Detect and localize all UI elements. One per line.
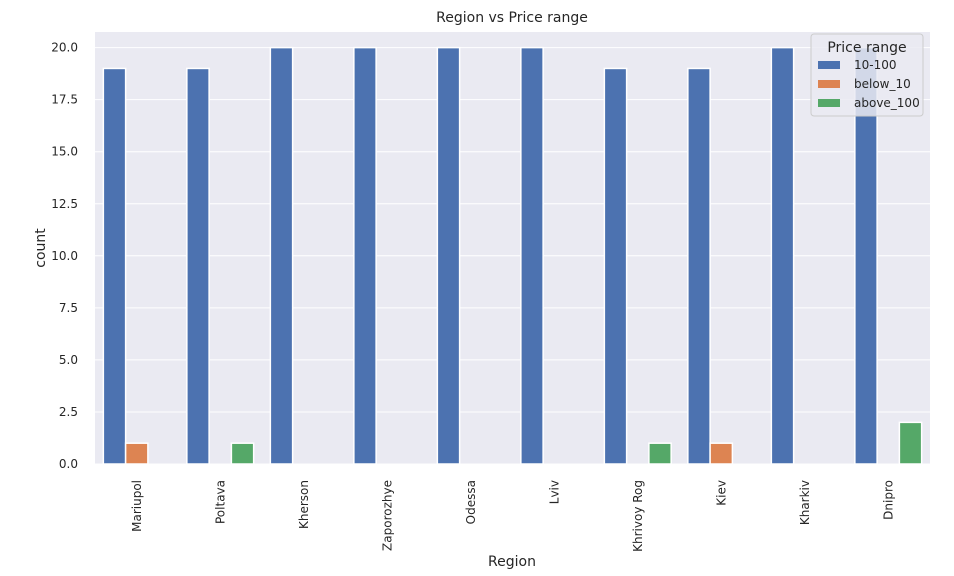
- legend-entry-label: 10-100: [854, 58, 897, 72]
- bar: [770, 46, 795, 465]
- bars: [102, 46, 923, 465]
- legend-swatch: [818, 99, 840, 107]
- y-tick-label: 5.0: [59, 353, 78, 367]
- x-tick-label: Kharkiv: [798, 480, 812, 525]
- legend-box: [810, 33, 924, 117]
- bar: [898, 421, 923, 465]
- y-tick-label: 7.5: [59, 301, 78, 315]
- y-axis-ticks: 0.0 2.5 5.0 7.5 10.0 12.5 15.0 17.5 20.0: [51, 41, 78, 471]
- x-tick-label: Kherson: [297, 480, 311, 529]
- bar: [102, 67, 127, 465]
- y-tick-label: 2.5: [59, 405, 78, 419]
- x-tick-label: Zaporozhye: [380, 480, 394, 551]
- legend: Price range 10-100 below_10 above_100: [810, 33, 924, 117]
- bar: [709, 442, 734, 465]
- x-tick-label: Odessa: [464, 480, 478, 524]
- y-tick-label: 10.0: [51, 249, 78, 263]
- bar: [269, 46, 294, 465]
- x-tick-label: Khrivoy Rog: [631, 480, 645, 552]
- y-tick-label: 0.0: [59, 457, 78, 471]
- bar: [230, 442, 255, 465]
- x-axis-ticks: Mariupol Poltava Kherson Zaporozhye Odessa Lv…: [130, 480, 896, 552]
- y-tick-label: 12.5: [51, 197, 78, 211]
- bar: [124, 442, 149, 465]
- x-tick-label: Poltava: [213, 480, 227, 524]
- legend-entry-label: below_10: [854, 77, 911, 91]
- y-tick-label: 17.5: [51, 93, 78, 107]
- y-axis-label: count: [33, 228, 49, 268]
- bar: [353, 46, 377, 465]
- grid-lines: [95, 47, 930, 465]
- legend-entry-label: above_100: [854, 96, 920, 110]
- y-tick-label: 20.0: [51, 41, 78, 55]
- bar: [687, 67, 711, 465]
- chart-title: Region vs Price range: [436, 10, 588, 26]
- legend-swatch: [818, 61, 840, 69]
- bar: [436, 46, 461, 465]
- bar: [648, 442, 672, 465]
- bar: [603, 67, 628, 465]
- x-tick-label: Kiev: [714, 480, 728, 506]
- x-axis-label: Region: [488, 554, 536, 570]
- y-tick-label: 15.0: [51, 145, 78, 159]
- bar: [520, 46, 544, 465]
- plot-area: [95, 32, 930, 464]
- bar: [186, 67, 210, 465]
- x-tick-label: Mariupol: [130, 480, 144, 532]
- legend-swatch: [818, 80, 840, 88]
- legend-title: Price range: [827, 40, 906, 56]
- x-tick-label: Dnipro: [881, 480, 895, 520]
- x-tick-label: Lviv: [547, 480, 561, 504]
